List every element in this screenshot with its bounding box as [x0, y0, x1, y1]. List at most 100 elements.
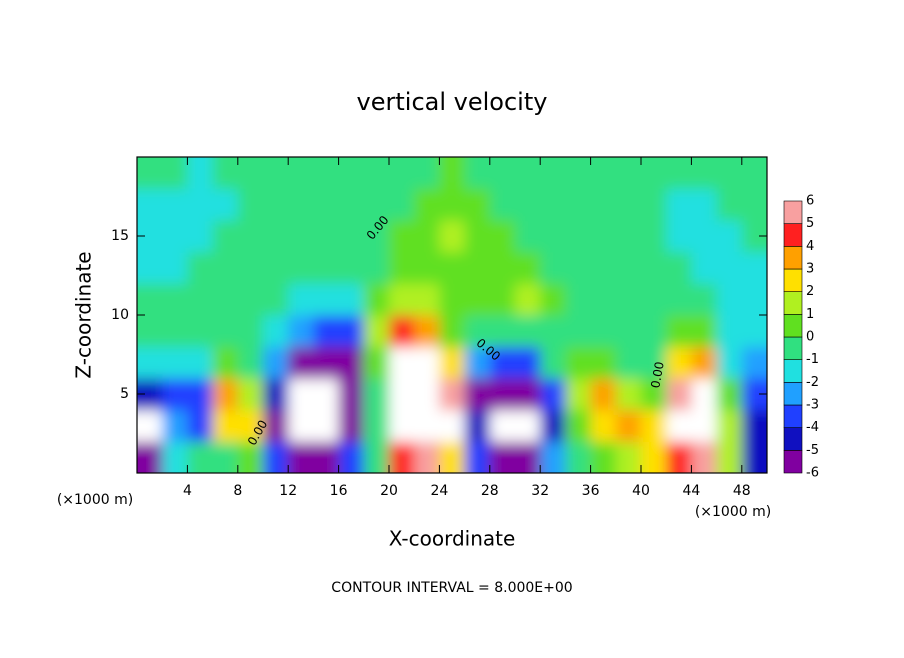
heat-cell: [691, 283, 718, 316]
heat-cell: [389, 283, 415, 316]
heat-cell: [137, 157, 163, 190]
heat-cell: [464, 378, 491, 411]
heat-cell: [439, 441, 466, 473]
heat-cell: [615, 409, 642, 442]
colorbar-label: -3: [806, 398, 819, 413]
heat-cell: [313, 378, 340, 411]
heat-cell: [288, 251, 314, 284]
colorbar-label: 2: [806, 284, 814, 299]
colorbar-label: -1: [806, 352, 819, 367]
heat-cell: [263, 157, 289, 190]
heat-cell: [641, 441, 667, 473]
colorbar-label: 4: [806, 239, 814, 254]
heat-cell: [237, 188, 264, 221]
heat-cell: [565, 378, 592, 411]
plot-area: [137, 157, 767, 473]
heat-cell: [439, 188, 466, 221]
heat-cell: [565, 157, 592, 190]
heat-cell: [615, 315, 642, 348]
heat-cell: [389, 346, 415, 379]
x-tick-label: 32: [531, 483, 549, 499]
heat-cell: [439, 346, 466, 379]
heat-cell: [489, 378, 516, 411]
heat-cell: [666, 220, 692, 253]
heat-cell: [464, 409, 491, 442]
heat-cell: [414, 251, 440, 284]
heat-cell: [187, 409, 214, 442]
heatmap: [137, 157, 767, 473]
heat-cell: [162, 157, 188, 190]
y-tick-label: 10: [111, 307, 129, 323]
x-unit-label: (×1000 m): [57, 492, 133, 508]
heat-cell: [338, 315, 365, 348]
heat-cell: [313, 251, 340, 284]
heat-cell: [615, 251, 642, 284]
heat-cell: [313, 315, 340, 348]
heat-cell: [489, 188, 516, 221]
heat-cell: [338, 346, 365, 379]
heat-cell: [666, 157, 692, 190]
heat-cell: [187, 346, 214, 379]
heat-cell: [414, 283, 440, 316]
heat-cell: [464, 251, 491, 284]
heat-cell: [666, 409, 692, 442]
heat-cell: [263, 409, 289, 442]
heat-cell: [187, 251, 214, 284]
heat-cell: [237, 378, 264, 411]
colorbar-label: 6: [806, 194, 814, 209]
heat-cell: [439, 378, 466, 411]
x-tick-label: 36: [582, 483, 600, 499]
heat-cell: [666, 315, 692, 348]
colorbar-label: -4: [806, 420, 819, 435]
heat-cell: [489, 441, 516, 473]
heat-cell: [288, 283, 314, 316]
colorbar-label: 1: [806, 307, 814, 322]
heat-cell: [615, 220, 642, 253]
heat-cell: [691, 315, 718, 348]
heat-cell: [414, 315, 440, 348]
heat-cell: [338, 251, 365, 284]
heat-cell: [565, 409, 592, 442]
heat-cell: [590, 251, 617, 284]
heat-cell: [162, 315, 188, 348]
heat-cell: [363, 409, 390, 442]
x-tick-label: 20: [380, 483, 398, 499]
heat-cell: [615, 283, 642, 316]
heat-cell: [741, 251, 767, 284]
heat-cell: [615, 346, 642, 379]
heat-cell: [540, 157, 566, 190]
heat-cell: [464, 346, 491, 379]
heat-cell: [288, 157, 314, 190]
heat-cell: [414, 378, 440, 411]
heat-cell: [313, 346, 340, 379]
contour-note: CONTOUR INTERVAL = 8.000E+00: [331, 580, 572, 596]
x-tick-label: 28: [481, 483, 499, 499]
heat-cell: [540, 346, 566, 379]
heat-cell: [338, 188, 365, 221]
heat-cell: [565, 315, 592, 348]
heat-cell: [641, 378, 667, 411]
heat-cell: [363, 378, 390, 411]
heat-cell: [363, 441, 390, 473]
heat-cell: [212, 157, 239, 190]
heat-cell: [641, 251, 667, 284]
heat-cell: [137, 188, 163, 221]
heat-cell: [439, 283, 466, 316]
heat-cell: [389, 251, 415, 284]
heat-cell: [565, 441, 592, 473]
heat-cell: [414, 220, 440, 253]
heat-cell: [237, 409, 264, 442]
heat-cell: [288, 346, 314, 379]
heat-cell: [187, 283, 214, 316]
heat-cell: [389, 315, 415, 348]
heat-cell: [237, 220, 264, 253]
heat-cell: [741, 409, 767, 442]
colorbar-swatch: [783, 336, 803, 360]
heat-cell: [363, 283, 390, 316]
heat-cell: [363, 346, 390, 379]
heat-cell: [615, 441, 642, 473]
heat-cell: [666, 346, 692, 379]
heat-cell: [389, 409, 415, 442]
heat-cell: [666, 188, 692, 221]
heat-cell: [641, 315, 667, 348]
